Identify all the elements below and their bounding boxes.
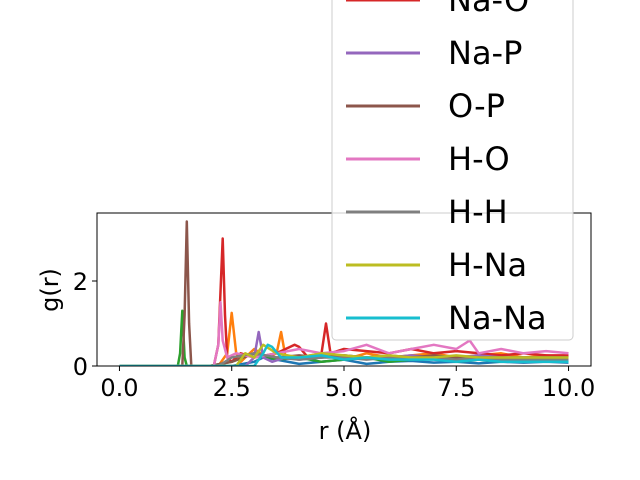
series-line-h-o — [119, 301, 569, 366]
x-tick-label: 5.0 — [325, 374, 363, 402]
legend-label-h-na: H-Na — [448, 246, 527, 284]
x-tick-label: 10.0 — [542, 374, 595, 402]
legend-label-na-p: Na-P — [448, 34, 522, 72]
x-axis: 0.0 2.5 5.0 7.5 10.0 — [100, 366, 595, 402]
legend-label-na-o: Na-O — [448, 0, 529, 19]
x-tick-label: 0.0 — [100, 374, 138, 402]
y-axis: 02 — [73, 268, 97, 381]
y-tick-label: 2 — [73, 268, 88, 296]
x-axis-label: r (Å) — [319, 416, 372, 445]
legend-label-o-p: O-P — [448, 87, 505, 125]
series-line-unlabeled-1 — [119, 356, 569, 366]
legend-label-h-h: H-H — [448, 193, 508, 231]
y-tick-label: 0 — [73, 353, 88, 381]
legend: Na-O Na-P O-P H-O H-H H-Na Na-Na — [331, 0, 574, 341]
y-axis-label: g(r) — [36, 268, 64, 312]
x-tick-label: 2.5 — [213, 374, 251, 402]
legend-label-na-na: Na-Na — [448, 299, 547, 337]
series-line-na-na — [119, 343, 569, 366]
legend-label-h-o: H-O — [448, 140, 510, 178]
series-layer — [119, 220, 569, 366]
x-tick-label: 7.5 — [437, 374, 475, 402]
legend-box — [331, 0, 574, 341]
